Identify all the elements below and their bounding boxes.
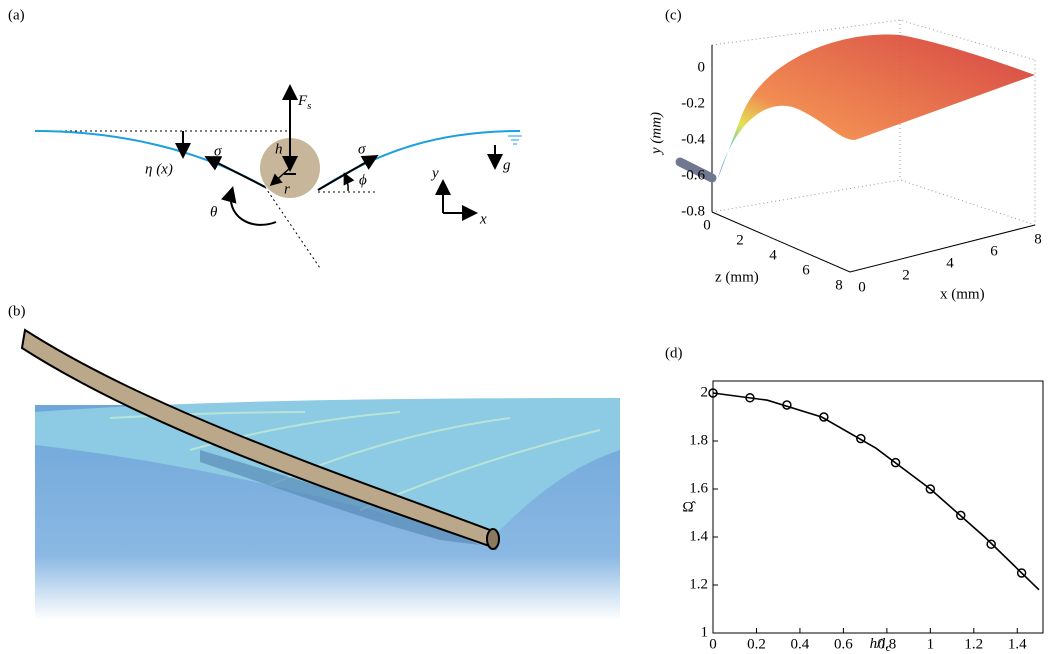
x-tick-label: 0.2 — [747, 636, 766, 652]
panel-b: (b) — [8, 303, 620, 620]
chart: 1 1.2 1.4 1.6 1.8 2 0 0.2 0.4 0.6 0.8 1 1.2 1.4 Ω̂ h/lc — [682, 380, 1044, 654]
y-tick-label: -0.4 — [681, 131, 705, 147]
sigma-label: σ — [214, 143, 222, 159]
tangent-line — [264, 186, 321, 269]
radius-arrow — [269, 167, 291, 186]
rod — [675, 157, 717, 183]
g-label: g — [503, 157, 511, 173]
surface — [718, 34, 1035, 178]
sigma-label: σ — [358, 141, 366, 157]
theta-arc — [221, 186, 277, 226]
y-tick-label: 1 — [701, 624, 709, 640]
contour-lines — [109, 411, 601, 511]
axis-label: z (mm) — [715, 269, 759, 285]
force-label: Fs — [297, 93, 311, 111]
y-tick-label: 1.2 — [689, 576, 708, 592]
x-tick-label: 0.4 — [791, 636, 810, 652]
axis-label: x (mm) — [940, 286, 985, 302]
phi-arc — [343, 172, 355, 192]
y-tick-label: 1.6 — [689, 480, 708, 496]
eta-label: η (x) — [145, 161, 173, 177]
submerged-part — [200, 450, 480, 545]
x-tick-label: 0 — [858, 279, 866, 295]
depth-label: h — [275, 141, 283, 157]
data-point — [890, 457, 901, 468]
data-point — [1016, 568, 1027, 578]
y-tick-label: 1.4 — [689, 528, 708, 544]
panel-a: (a) Fs h r σ σ η (x) ϕ θ y x g — [8, 7, 522, 269]
data-point — [708, 388, 718, 398]
axis-label: y (mm) — [648, 112, 664, 156]
3d-grid — [711, 19, 1036, 273]
y-axis-label: Ω̂ — [682, 499, 696, 515]
x-tick-label: 8 — [1034, 231, 1042, 247]
y-tick-label: -0.6 — [681, 167, 705, 183]
z-tick-label: 2 — [736, 232, 744, 248]
panel-label: (a) — [8, 7, 25, 23]
plot-frame — [712, 380, 1044, 634]
panel-label: (d) — [665, 345, 683, 361]
curve — [712, 392, 1040, 591]
x-tick-label: 0.8 — [877, 636, 896, 652]
rod-end — [486, 528, 500, 550]
data-point — [745, 393, 755, 403]
y-tick-label: 2 — [701, 384, 709, 400]
3d-axes — [711, 211, 1036, 273]
theta-label: θ — [210, 204, 218, 220]
y-label: y — [430, 165, 439, 181]
z-tick-label: 4 — [769, 247, 777, 263]
data-point — [856, 433, 866, 444]
tension-arrow — [204, 156, 266, 188]
subscript: s — [307, 100, 311, 112]
y-tick-label: -0.8 — [681, 203, 705, 219]
meniscus-left — [34, 130, 266, 188]
data-point — [819, 412, 829, 422]
data-point — [956, 510, 966, 521]
label: F — [297, 93, 308, 109]
x-axis-label-sub: c — [885, 642, 890, 654]
x-axis-label: h/lc — [870, 636, 891, 653]
x-tick-label: 1.2 — [964, 636, 983, 652]
x-tick-label: 2 — [902, 267, 910, 283]
x-axis-label-main: h/l — [870, 636, 886, 652]
z-tick-label: 6 — [802, 262, 810, 278]
z-tick-label: 0 — [703, 217, 711, 233]
x-tick-label: 0 — [709, 636, 717, 652]
meniscus-right — [317, 130, 521, 191]
panel-label: (b) — [8, 303, 26, 319]
data-point — [925, 484, 936, 494]
phi-label: ϕ — [359, 172, 367, 188]
panel-label: (c) — [665, 7, 682, 23]
x-tick-label: 1 — [927, 636, 935, 652]
y-tick-label: 1.8 — [689, 432, 708, 448]
data-point — [782, 400, 792, 410]
x-tick-label: 1.4 — [1008, 636, 1027, 652]
radius-label: r — [284, 181, 290, 197]
y-tick-label: 0 — [698, 59, 706, 75]
x-label: x — [479, 211, 487, 227]
x-tick-label: 0.6 — [834, 636, 853, 652]
water-symbol — [508, 135, 522, 145]
x-tick-label: 4 — [946, 255, 954, 271]
data-point — [986, 539, 996, 549]
y-tick-label: -0.2 — [681, 95, 705, 111]
x-tick-label: 6 — [990, 243, 998, 259]
panel-d: (d) 1 1.2 1.4 1.6 1.8 2 0 0.2 0.4 0.6 0.8 1 1.2 1.4 Ω̂… — [665, 345, 1044, 654]
z-tick-label: 8 — [835, 277, 843, 293]
